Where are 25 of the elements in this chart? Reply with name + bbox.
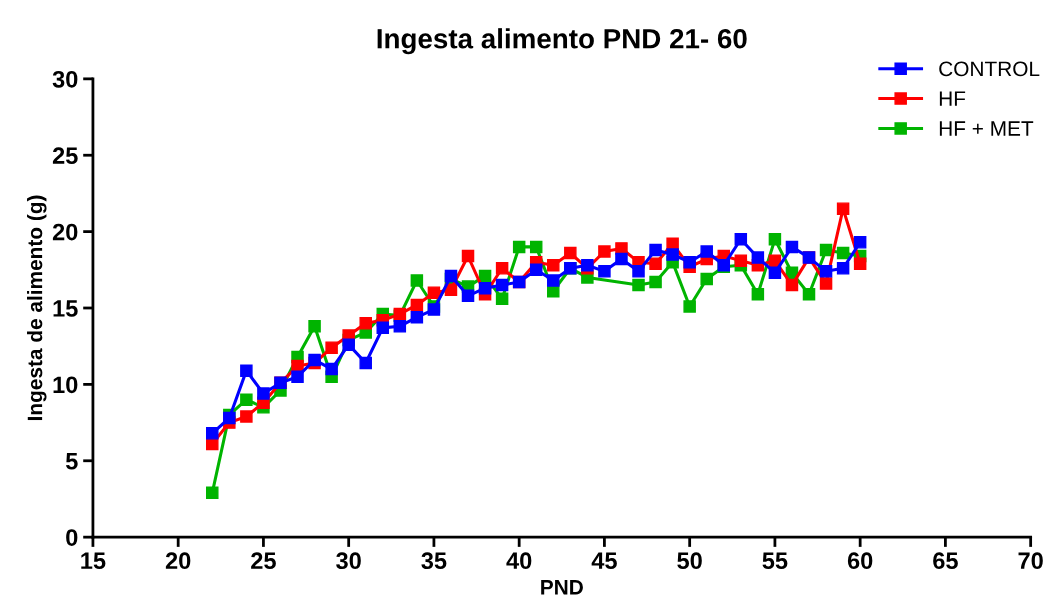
legend-label: HF: [939, 91, 966, 106]
x-tick-label: 40: [506, 552, 532, 570]
legend-label: CONTROL: [939, 61, 1040, 77]
y-tick-label: 10: [53, 376, 78, 394]
y-tick-label: 5: [65, 453, 78, 470]
x-tick-label: 15: [81, 552, 106, 570]
y-tick-label: 30: [52, 70, 78, 88]
y-tick-label: 25: [52, 147, 78, 165]
y-axis-title: Ingesta de alimento (g): [27, 195, 47, 421]
x-tick-label: 35: [421, 552, 447, 570]
y-tick-label: 20: [52, 223, 78, 241]
y-tick-label: 0: [66, 529, 78, 546]
x-tick-label: 25: [251, 552, 276, 570]
x-tick-label: 65: [933, 552, 958, 570]
x-tick-label: 70: [1018, 552, 1043, 570]
x-tick-label: 50: [677, 552, 702, 570]
x-tick-label: 60: [847, 552, 873, 570]
y-tick-label: 15: [53, 300, 78, 317]
x-tick-label: 45: [591, 552, 617, 570]
x-tick-label: 20: [165, 552, 191, 570]
x-axis-title: PND: [541, 580, 583, 595]
legend-label: HF + MET: [939, 121, 1034, 136]
x-tick-label: 30: [336, 552, 361, 570]
chart-title: Ingesta alimento PND 21- 60: [377, 28, 747, 55]
x-tick-label: 55: [762, 552, 788, 570]
